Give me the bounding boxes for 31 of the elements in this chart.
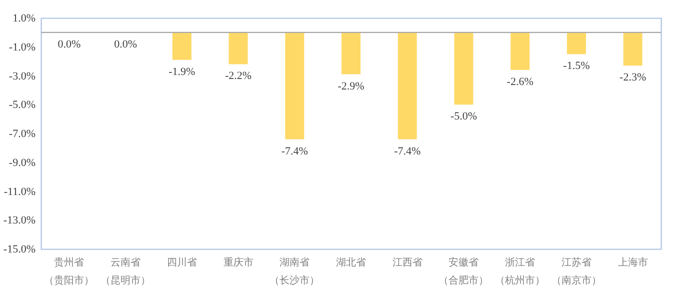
y-tick-label: -15.0% (3, 244, 36, 256)
x-tick-label: 浙江省（杭州市） (495, 256, 546, 286)
data-label: -2.2% (224, 70, 252, 82)
data-label: -7.4% (281, 145, 308, 158)
x-tick-label: 上海市 (618, 256, 648, 268)
x-tick-label: 湖北省 (336, 256, 366, 268)
y-tick-label: -13.0% (3, 214, 36, 227)
data-label: -5.0% (450, 110, 478, 123)
y-tick-label: -3.0% (8, 70, 36, 82)
data-label: -7.4% (394, 145, 421, 158)
y-tick-label: -9.0% (8, 156, 36, 169)
data-label: -2.6% (506, 76, 534, 88)
y-tick-label: -11.0% (4, 186, 36, 198)
data-label: 0.0% (58, 38, 81, 50)
x-tick-label: 江西省 (392, 256, 422, 268)
x-tick-label: 四川省 (166, 256, 197, 268)
x-tick-label: 贵州省（贵阳市） (44, 256, 94, 286)
data-label: -2.9% (338, 80, 364, 92)
y-tick-label: -1.0% (8, 41, 36, 54)
data-label: 0.0% (114, 38, 138, 50)
data-label: -1.9% (168, 66, 196, 78)
x-tick-label: 江苏省（南京市） (551, 256, 602, 286)
y-tick-label: 1.0% (12, 12, 36, 24)
y-tick-label: -5.0% (8, 99, 36, 112)
data-label: -2.3% (620, 72, 646, 84)
y-tick-label: -7.0% (8, 128, 36, 140)
x-tick-label: 重庆市 (223, 256, 254, 268)
x-tick-label: 湖南省（长沙市） (270, 256, 320, 286)
data-label: -1.5% (563, 60, 590, 72)
x-tick-label: 安徽省（合肥市） (438, 256, 489, 286)
x-tick-label: 云南省（昆明市） (100, 256, 151, 286)
